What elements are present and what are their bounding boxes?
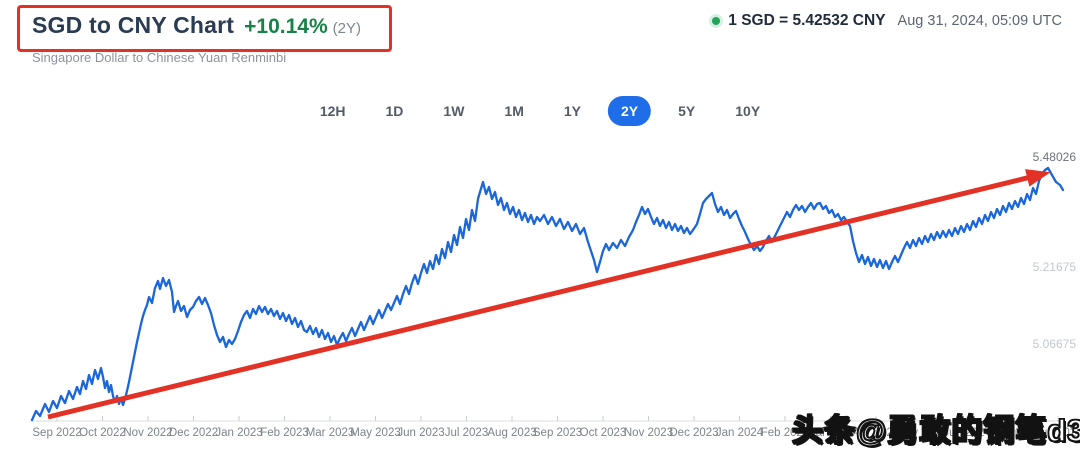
x-axis-label: Jun 2023	[397, 427, 444, 439]
x-axis-label: Nov 2023	[624, 427, 673, 439]
trend-arrow-line	[47, 174, 1032, 420]
tab-1m[interactable]: 1M	[491, 96, 536, 126]
watermark-text: 头条@勇敢的钢笔d3	[791, 412, 1080, 449]
y-axis-label: 5.21675	[1033, 260, 1077, 274]
x-axis-label: Dec 2023	[669, 427, 718, 439]
x-axis-label: Jun 2024	[943, 427, 991, 439]
live-quote: 1 SGD = 5.42532 CNY Aug 31, 2024, 05:09 …	[712, 12, 1062, 30]
page-header: SGD to CNY Chart +10.14% (2Y)	[32, 12, 361, 39]
y-axis-label: 5.48026	[1033, 150, 1077, 164]
trend-arrow-head	[1025, 169, 1051, 187]
rate-line	[30, 166, 1065, 422]
x-axis-label: Oct 2023	[580, 427, 627, 439]
tab-1y[interactable]: 1Y	[551, 96, 594, 126]
change-percent: +10.14%	[244, 15, 328, 38]
x-axis-label: May 2024	[896, 427, 947, 439]
tab-1d[interactable]: 1D	[373, 96, 417, 126]
page-subtitle: Singapore Dollar to Chinese Yuan Renminb…	[32, 50, 287, 65]
tab-12h[interactable]: 12H	[307, 96, 359, 126]
tab-5y[interactable]: 5Y	[665, 96, 708, 126]
x-axis-label: Sep 2023	[533, 427, 582, 439]
x-axis-label: Jan 2024	[716, 427, 764, 439]
x-axis-label: Dec 2022	[169, 427, 218, 439]
quote-timestamp: Aug 31, 2024, 05:09 UTC	[897, 13, 1062, 29]
tab-1w[interactable]: 1W	[430, 96, 477, 126]
tab-2y[interactable]: 2Y	[608, 96, 652, 126]
x-axis-label: Sep 2022	[32, 427, 81, 439]
change-period: (2Y)	[332, 20, 361, 37]
x-axis-label: Nov 2022	[123, 427, 172, 439]
page-title: SGD to CNY Chart	[32, 12, 235, 38]
x-axis-label: Aug 2024	[1033, 427, 1080, 439]
x-axis-label: Oct 2022	[79, 427, 126, 439]
x-axis-label: Aug 2023	[487, 427, 536, 439]
x-axis-label: Jul 2023	[445, 427, 488, 439]
y-axis-label: 5.06675	[1033, 337, 1077, 351]
x-axis-label: Jan 2023	[215, 427, 262, 439]
tab-10y[interactable]: 10Y	[722, 96, 773, 126]
time-range-tabs: 12H 1D 1W 1M 1Y 2Y 5Y 10Y	[307, 96, 773, 126]
live-status-dot-icon	[712, 17, 721, 25]
x-axis-label: Jul 2024	[991, 427, 1035, 439]
x-axis-label: May 2023	[350, 427, 401, 439]
x-axis-label: Feb 2024	[761, 427, 810, 439]
x-axis-label: Feb 2023	[260, 427, 309, 439]
x-axis-label: Mar 2024	[806, 427, 855, 439]
x-axis-label: Apr 2024	[853, 427, 900, 439]
x-axis-label: Mar 2023	[306, 427, 355, 439]
quote-rate: 1 SGD = 5.42532 CNY	[728, 12, 886, 29]
